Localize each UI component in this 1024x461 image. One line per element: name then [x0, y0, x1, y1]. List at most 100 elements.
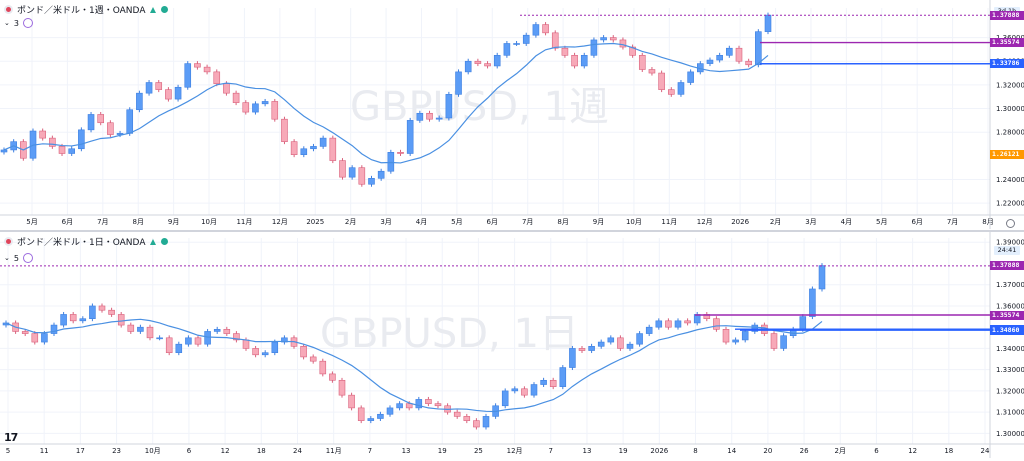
candle-body — [755, 31, 762, 66]
time-axis-label: 7月 — [97, 218, 108, 226]
daily-chart-canvas[interactable]: 5 11 17 23 10月 6 12 18 24 11月 7 13 19 25 12月 7 13 19 2026 8… — [0, 232, 1024, 461]
candle-body — [809, 288, 816, 317]
candle-body — [194, 63, 201, 68]
price-axis-label: 1.22000 — [996, 200, 1024, 208]
candle-body — [521, 388, 528, 396]
price-axis-label: 1.34000 — [996, 345, 1024, 353]
time-axis-label: 12月 — [697, 218, 713, 226]
weekly-chart-pane[interactable]: 5月 6月 7月 8月 9月 10月 11月 12月 2025 2月 3月 4月 5月 6月 7月 8月 9月 1… — [0, 0, 1024, 230]
candle-body — [751, 324, 759, 332]
candle-body — [655, 320, 663, 328]
candle-body — [127, 324, 135, 332]
candle-body — [770, 333, 778, 349]
symbol-watermark: GBPUSD, 1日 — [320, 311, 579, 357]
candle-body — [223, 83, 230, 94]
price-axis-label: 1.30000 — [996, 430, 1024, 438]
candle-body — [645, 326, 653, 334]
daily-indicator-toggle[interactable]: ⌄ 5 — [4, 253, 33, 263]
price-axis-label: 1.33000 — [996, 366, 1024, 374]
candle-body — [732, 339, 739, 343]
candle-body — [386, 407, 394, 415]
candle-body — [223, 329, 231, 334]
candle-body — [348, 167, 356, 178]
time-axis-label: 9月 — [593, 218, 604, 226]
price-level-label: 1.35574 — [990, 38, 1024, 48]
weekly-symbol-title[interactable]: ポンド／米ドル・1週・OANDA — [17, 6, 146, 16]
candle-body — [629, 46, 636, 56]
candle-body — [233, 333, 240, 341]
candle-body — [674, 320, 682, 328]
candle-body — [445, 94, 453, 119]
chevron-down-icon[interactable]: ⌄ — [4, 254, 10, 262]
time-axis-label: 7月 — [522, 218, 533, 226]
market-status-icon — [150, 6, 157, 13]
time-axis-label: 6月 — [487, 218, 498, 226]
candle-body — [818, 265, 826, 290]
candle-body — [21, 331, 29, 334]
candle-body — [406, 120, 414, 154]
candle-body — [368, 178, 375, 185]
candle-body — [146, 326, 154, 339]
candle-body — [530, 384, 538, 396]
time-axis-label: 20 — [763, 447, 772, 455]
price-axis-label: 1.37000 — [996, 281, 1024, 289]
time-axis-label: 24 — [981, 447, 990, 455]
time-axis-label: 12月 — [507, 447, 523, 455]
candle-body — [358, 167, 366, 185]
time-axis-label: 12月 — [272, 218, 288, 226]
candle-body — [716, 55, 723, 61]
chevron-down-icon[interactable]: ⌄ — [4, 19, 10, 27]
candle-body — [108, 309, 115, 315]
daily-symbol-title[interactable]: ポンド／米ドル・1日・OANDA — [17, 238, 146, 248]
candle-body — [0, 149, 8, 153]
candle-body — [107, 122, 114, 135]
indicator-icon[interactable] — [22, 18, 33, 28]
moving-average-line — [3, 42, 769, 164]
candle-body — [549, 379, 557, 387]
time-axis-label: 7 — [368, 447, 372, 455]
candle-body — [626, 343, 634, 349]
candle-body — [677, 82, 685, 95]
candle-body — [31, 333, 39, 343]
candle-body — [590, 39, 598, 56]
candle-body — [588, 346, 595, 351]
candle-body — [684, 320, 691, 324]
candle-body — [194, 337, 202, 345]
candle-body — [116, 133, 124, 135]
candle-body — [722, 329, 730, 343]
time-axis-label: 10月 — [626, 218, 642, 226]
candle-body — [667, 89, 675, 95]
candle-body — [261, 352, 269, 356]
candle-body — [281, 337, 288, 343]
time-axis-label: 2月 — [835, 447, 846, 455]
time-axis-label: 14 — [727, 447, 736, 455]
time-axis-label: 19 — [438, 447, 447, 455]
candle-body — [281, 118, 288, 142]
time-axis-label: 11 — [40, 447, 49, 455]
tradingview-logo[interactable]: 17 — [4, 431, 18, 444]
indicator-icon[interactable] — [22, 253, 33, 263]
time-axis-label: 10月 — [145, 447, 161, 455]
candle-body — [473, 420, 480, 428]
candle-body — [97, 114, 105, 124]
pane-separator[interactable] — [0, 230, 1024, 232]
candle-body — [165, 337, 173, 353]
candle-body — [741, 331, 749, 341]
daily-chart-pane[interactable]: 5 11 17 23 10月 6 12 18 24 11月 7 13 19 25 12月 7 13 19 2026 8… — [0, 232, 1024, 461]
candle-body — [174, 86, 182, 100]
candle-body — [117, 314, 125, 326]
candle-body — [396, 403, 403, 409]
gear-icon[interactable] — [1006, 219, 1015, 228]
weekly-indicator-toggle[interactable]: ⌄ 3 — [4, 18, 33, 28]
candle-body — [648, 69, 656, 74]
candle-body — [464, 60, 472, 73]
weekly-chart-canvas[interactable]: 5月 6月 7月 8月 9月 10月 11月 12月 2025 2月 3月 4月 5月 6月 7月 8月 9月 1… — [0, 0, 1024, 230]
market-status-icon — [150, 238, 157, 245]
time-axis-label: 10月 — [201, 218, 217, 226]
candle-body — [463, 416, 471, 421]
price-level-label: 1.35574 — [990, 310, 1024, 320]
time-axis-label: 8月 — [982, 218, 993, 226]
candle-body — [60, 314, 67, 326]
candle-body — [185, 337, 192, 345]
candle-body — [41, 333, 48, 343]
